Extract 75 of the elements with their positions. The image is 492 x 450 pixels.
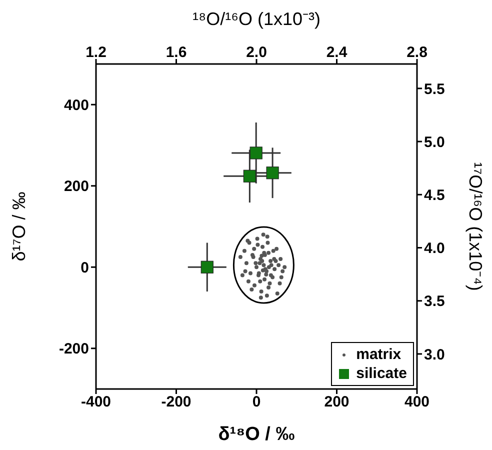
point bbox=[244, 261, 248, 266]
y-tick-label: 400 bbox=[64, 96, 89, 114]
point bbox=[280, 269, 285, 274]
point bbox=[252, 283, 256, 288]
point bbox=[252, 246, 256, 251]
point bbox=[243, 170, 256, 182]
x2-tick-label: 1.6 bbox=[166, 44, 187, 61]
point bbox=[258, 279, 262, 284]
point bbox=[264, 272, 268, 276]
point bbox=[240, 273, 244, 278]
point bbox=[254, 261, 258, 266]
point bbox=[275, 292, 280, 296]
x-tick-label: -200 bbox=[161, 394, 192, 411]
point bbox=[266, 240, 270, 245]
point bbox=[278, 281, 282, 286]
legend-label: silicate bbox=[356, 364, 407, 383]
point bbox=[264, 294, 269, 298]
y2-tick-label: 4.5 bbox=[424, 186, 445, 204]
point bbox=[268, 259, 273, 264]
point bbox=[250, 146, 262, 160]
point bbox=[262, 263, 266, 268]
y2-tick-label: 5.5 bbox=[424, 80, 445, 98]
point bbox=[274, 246, 279, 251]
point bbox=[262, 277, 267, 282]
point bbox=[282, 265, 287, 270]
y-axis-title: δ¹⁷O / ‰ bbox=[8, 192, 29, 262]
point bbox=[272, 257, 276, 261]
x2-tick-label: 1.2 bbox=[86, 44, 106, 61]
y2-tick-label: 3.5 bbox=[424, 293, 445, 310]
x2-tick-label: 2.4 bbox=[326, 44, 348, 61]
y2-axis-title: ¹⁷O/¹⁶O (1x10⁻⁴) bbox=[465, 162, 486, 291]
point bbox=[259, 290, 264, 294]
point bbox=[279, 275, 284, 280]
point bbox=[266, 265, 271, 270]
point bbox=[260, 244, 265, 249]
legend-label: matrix bbox=[356, 345, 402, 364]
y-tick-label: 0 bbox=[80, 259, 89, 276]
point bbox=[243, 269, 248, 274]
point bbox=[248, 271, 252, 276]
point bbox=[238, 254, 242, 259]
point bbox=[260, 268, 265, 272]
point bbox=[268, 281, 272, 286]
point bbox=[272, 267, 277, 272]
x2-tick-label: 2.0 bbox=[246, 44, 267, 61]
point bbox=[254, 265, 258, 270]
point bbox=[260, 259, 264, 264]
x2-axis-title: ¹⁸O/¹⁶O (1x10⁻³) bbox=[192, 8, 321, 29]
y2-tick-label: 5.0 bbox=[424, 134, 445, 151]
point bbox=[261, 232, 266, 237]
point bbox=[246, 279, 250, 284]
x-axis-title: δ¹⁸O / ‰ bbox=[218, 424, 295, 445]
x2-tick-label: 2.8 bbox=[406, 44, 428, 61]
point bbox=[276, 263, 281, 268]
point bbox=[265, 234, 270, 239]
point bbox=[200, 260, 214, 274]
y2-tick-label: 3.0 bbox=[424, 346, 445, 364]
y2-tick-label: 4.0 bbox=[424, 240, 445, 258]
point bbox=[271, 248, 276, 253]
x-tick-label: 200 bbox=[324, 394, 350, 411]
point bbox=[250, 287, 254, 292]
y-tick-label: 200 bbox=[64, 178, 89, 196]
y-tick-label: -200 bbox=[58, 340, 89, 358]
point bbox=[258, 296, 263, 300]
x-tick-label: -400 bbox=[80, 394, 112, 411]
point bbox=[256, 242, 260, 247]
point bbox=[260, 254, 264, 258]
point bbox=[266, 250, 271, 255]
point bbox=[266, 285, 271, 290]
point bbox=[278, 257, 283, 261]
point bbox=[242, 248, 246, 253]
x-tick-label: 400 bbox=[404, 394, 430, 411]
point bbox=[255, 236, 260, 241]
x-tick-label: 0 bbox=[252, 394, 261, 411]
point bbox=[266, 166, 279, 180]
point bbox=[258, 261, 262, 266]
